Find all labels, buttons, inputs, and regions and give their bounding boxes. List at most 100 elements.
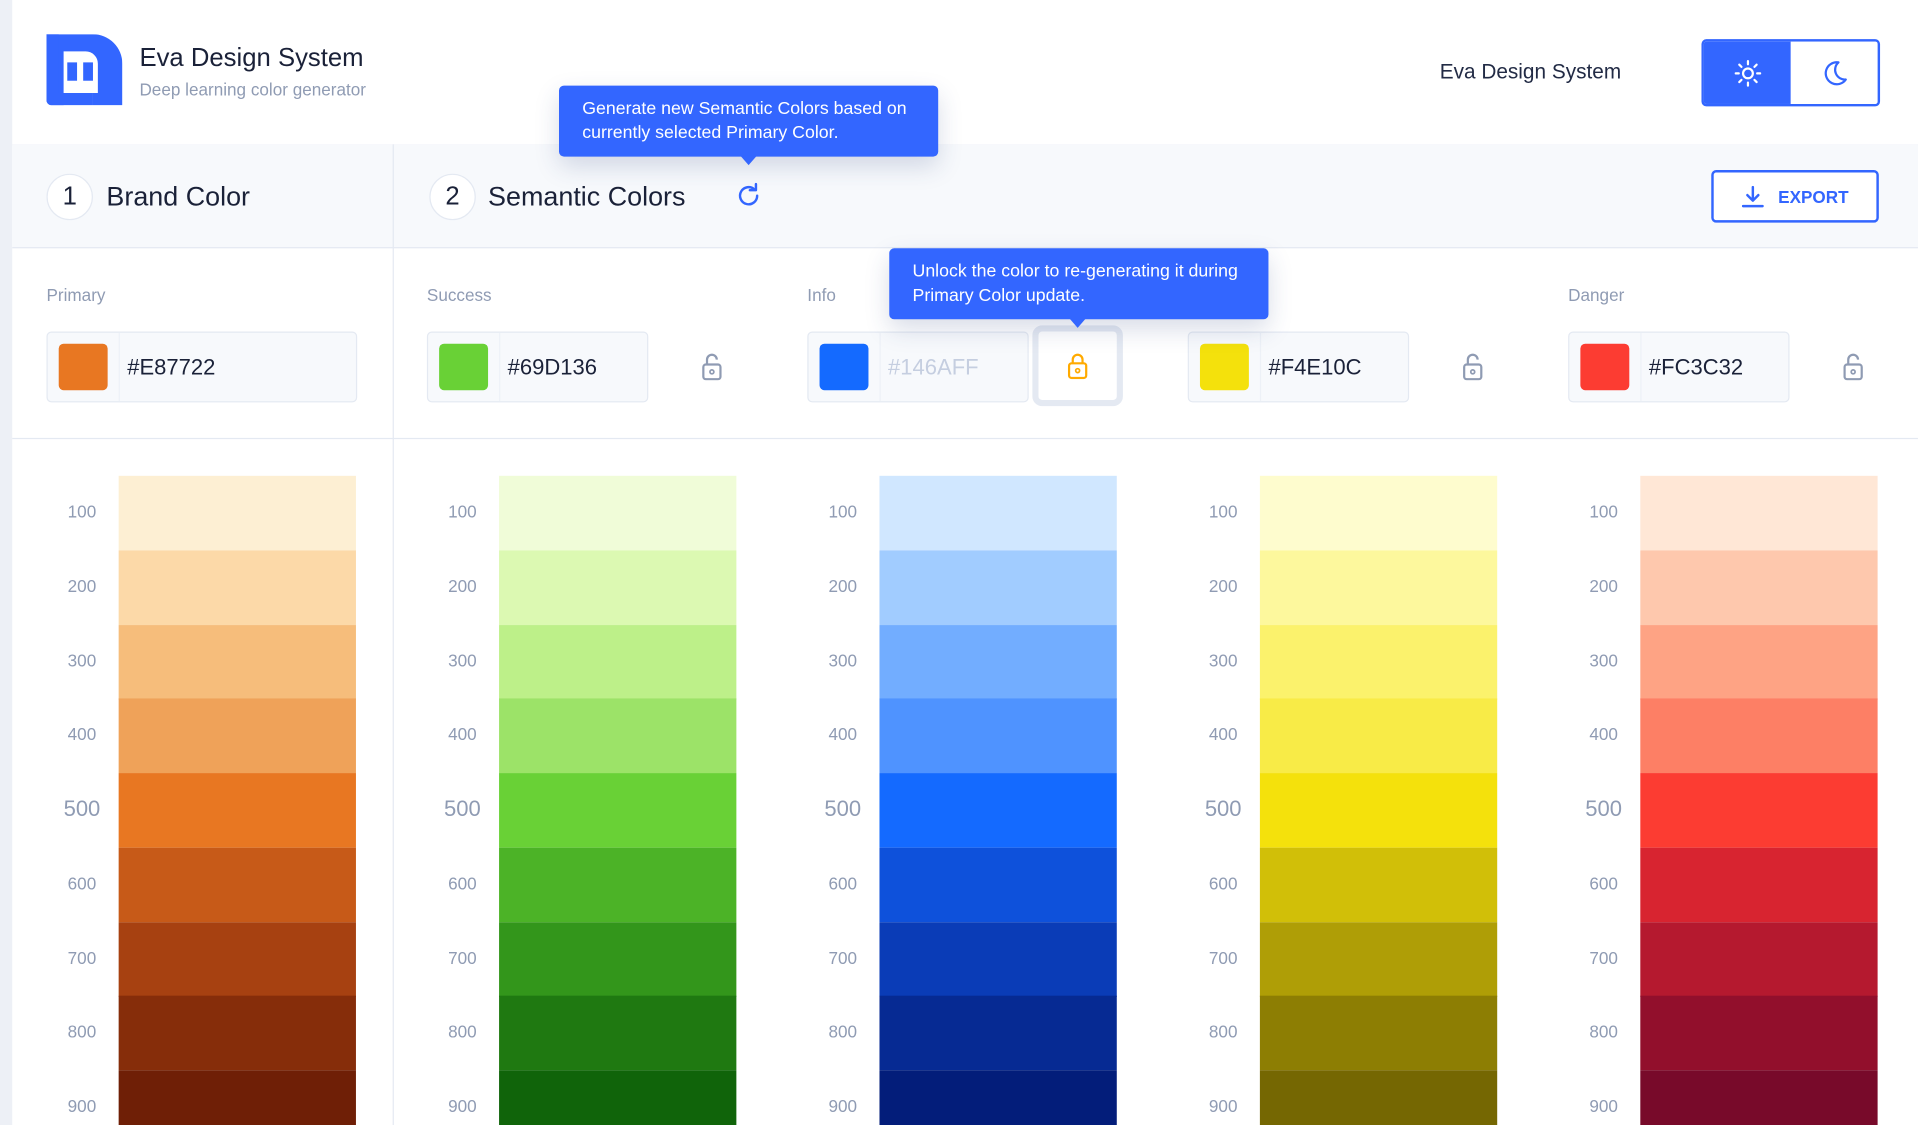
divider <box>12 437 1918 440</box>
shade-label: 400 <box>1589 724 1618 745</box>
shade-swatch-700[interactable] <box>1640 921 1878 997</box>
section-header <box>12 144 1918 248</box>
shade-swatch-800[interactable] <box>499 995 737 1071</box>
shade-swatch-200[interactable] <box>879 550 1117 625</box>
shade-swatch-900[interactable] <box>1259 1070 1498 1125</box>
shade-label: 100 <box>1208 501 1238 522</box>
color-input[interactable]: #FC3C32 <box>1568 331 1790 403</box>
shade-swatch-900[interactable] <box>1640 1070 1878 1125</box>
lock-button[interactable] <box>1454 349 1491 386</box>
shade-label: 200 <box>67 575 97 596</box>
shade-swatch-600[interactable] <box>1259 847 1498 922</box>
shade-swatch-700[interactable] <box>1259 921 1498 997</box>
hex-value: #FC3C32 <box>1648 354 1744 379</box>
shade-label: 200 <box>1208 575 1238 596</box>
shade-label: 100 <box>448 501 477 522</box>
shade-swatch-500[interactable] <box>879 773 1117 848</box>
lock-button[interactable] <box>1032 325 1123 407</box>
lock-button[interactable] <box>1835 349 1872 386</box>
shade-swatch-300[interactable] <box>1640 624 1878 700</box>
shade-label: 600 <box>1208 873 1238 893</box>
export-button[interactable]: EXPORT <box>1711 170 1879 223</box>
shade-swatch-800[interactable] <box>1640 995 1878 1071</box>
tooltip-text: Unlock the color to re-generating it dur… <box>912 261 1238 306</box>
color-swatch[interactable] <box>1199 343 1249 391</box>
refresh-icon[interactable] <box>735 182 762 209</box>
shade-swatch-600[interactable] <box>1640 847 1878 922</box>
shade-label: 300 <box>1589 650 1618 670</box>
shade-swatch-200[interactable] <box>499 550 737 625</box>
shade-swatch-400[interactable] <box>499 698 737 774</box>
shade-swatch-300[interactable] <box>118 624 356 700</box>
shade-swatch-100[interactable] <box>879 475 1117 551</box>
shade-label: 900 <box>67 1095 97 1116</box>
shade-swatch-600[interactable] <box>499 847 737 922</box>
shade-swatch-400[interactable] <box>879 698 1117 774</box>
step-number: 1 <box>46 173 93 221</box>
hex-value: #146AFF <box>888 354 979 379</box>
shade-swatch-500[interactable] <box>118 773 356 848</box>
light-theme-button[interactable] <box>1703 41 1791 104</box>
shade-swatch-400[interactable] <box>1640 698 1878 774</box>
shade-swatch-100[interactable] <box>499 475 737 551</box>
shade-swatch-200[interactable] <box>1259 550 1498 625</box>
shade-swatch-600[interactable] <box>118 847 356 922</box>
shade-swatch-700[interactable] <box>879 921 1117 997</box>
divider <box>12 247 1918 249</box>
color-swatch[interactable] <box>1580 343 1630 391</box>
app-subtitle: Deep learning color generator <box>139 79 367 100</box>
tooltip-text: Generate new Semantic Colors based on cu… <box>582 99 907 144</box>
shade-label: 200 <box>1589 575 1618 596</box>
shade-label: 300 <box>828 650 858 670</box>
shade-swatch-400[interactable] <box>1259 698 1498 774</box>
shade-label: 600 <box>1589 873 1618 893</box>
shade-label: 900 <box>828 1095 858 1116</box>
shade-label: 500 <box>1204 796 1242 821</box>
shade-label: 800 <box>448 1021 477 1042</box>
shade-swatch-800[interactable] <box>879 995 1117 1071</box>
shade-swatch-200[interactable] <box>118 550 356 625</box>
shade-swatch-600[interactable] <box>879 847 1117 922</box>
brand-color-heading: Brand Color <box>106 181 251 212</box>
step-number: 2 <box>429 173 476 221</box>
shade-swatch-300[interactable] <box>1259 624 1498 700</box>
shade-label: 800 <box>828 1021 858 1042</box>
shade-swatch-200[interactable] <box>1640 550 1878 625</box>
divider <box>499 332 501 402</box>
shade-swatch-500[interactable] <box>1640 773 1878 848</box>
color-swatch[interactable] <box>58 343 108 391</box>
shade-label: 500 <box>443 796 481 821</box>
sun-icon <box>1734 59 1761 87</box>
shade-swatch-800[interactable] <box>1259 995 1498 1071</box>
shade-swatch-700[interactable] <box>118 921 356 997</box>
dark-theme-button[interactable] <box>1790 41 1878 104</box>
shade-swatch-100[interactable] <box>1640 475 1878 551</box>
shade-swatch-900[interactable] <box>499 1070 737 1125</box>
shade-label: 300 <box>448 650 477 670</box>
shade-swatch-900[interactable] <box>118 1070 356 1125</box>
shade-swatch-500[interactable] <box>499 773 737 848</box>
hex-value: #E87722 <box>127 354 216 379</box>
color-input[interactable]: #69D136 <box>426 331 649 403</box>
shade-label: 400 <box>67 724 97 745</box>
shade-label: 600 <box>828 873 858 893</box>
shade-swatch-100[interactable] <box>1259 475 1498 551</box>
eva-logo <box>46 34 123 106</box>
shade-swatch-400[interactable] <box>118 698 356 774</box>
shade-swatch-800[interactable] <box>118 995 356 1071</box>
color-swatch[interactable] <box>439 343 489 391</box>
shade-swatch-100[interactable] <box>118 475 356 551</box>
color-swatch[interactable] <box>819 343 869 391</box>
color-input[interactable]: #E87722 <box>46 331 358 403</box>
shade-label: 600 <box>67 873 97 893</box>
divider <box>879 332 881 402</box>
color-input[interactable]: #F4E10C <box>1187 331 1410 403</box>
color-input[interactable]: #146AFF <box>807 331 1029 403</box>
lock-button[interactable] <box>694 349 731 386</box>
unlock-icon <box>1843 353 1863 381</box>
shade-swatch-700[interactable] <box>499 921 737 997</box>
shade-swatch-500[interactable] <box>1259 773 1498 848</box>
shade-swatch-900[interactable] <box>879 1070 1117 1125</box>
shade-swatch-300[interactable] <box>499 624 737 700</box>
shade-swatch-300[interactable] <box>879 624 1117 700</box>
